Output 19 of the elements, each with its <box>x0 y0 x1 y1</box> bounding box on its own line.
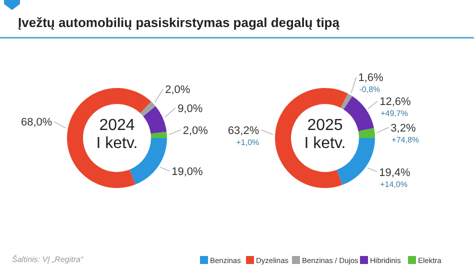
text: -0,8% <box>359 84 380 94</box>
slice-label: 2024 I ketv. <box>96 117 138 152</box>
slice-label: 2025 I ketv. <box>304 117 346 152</box>
data-label: 2,0% <box>182 124 208 137</box>
text: +49,7% <box>380 108 408 118</box>
data-label: 63,2% <box>228 124 260 137</box>
text: +14,0% <box>380 180 408 189</box>
chart-title: Įvežtų automobilių pasiskirstymas pagal degalų tipą <box>18 15 340 30</box>
data-label: 19,0% <box>172 166 203 178</box>
data-label: 2,0% <box>165 84 190 96</box>
text: Šaltinis: VĮ „Regitra“ <box>12 255 84 264</box>
data-label: 3,2% <box>390 122 416 134</box>
data-label: 12,6% <box>380 96 411 108</box>
text: +74,8% <box>392 135 420 144</box>
text: +1,0% <box>236 138 260 147</box>
data-label: 9,0% <box>178 102 203 115</box>
data-label: 68,0% <box>20 116 52 129</box>
data-label: 1,6% <box>358 72 384 84</box>
data-label: 19,4% <box>379 166 411 179</box>
